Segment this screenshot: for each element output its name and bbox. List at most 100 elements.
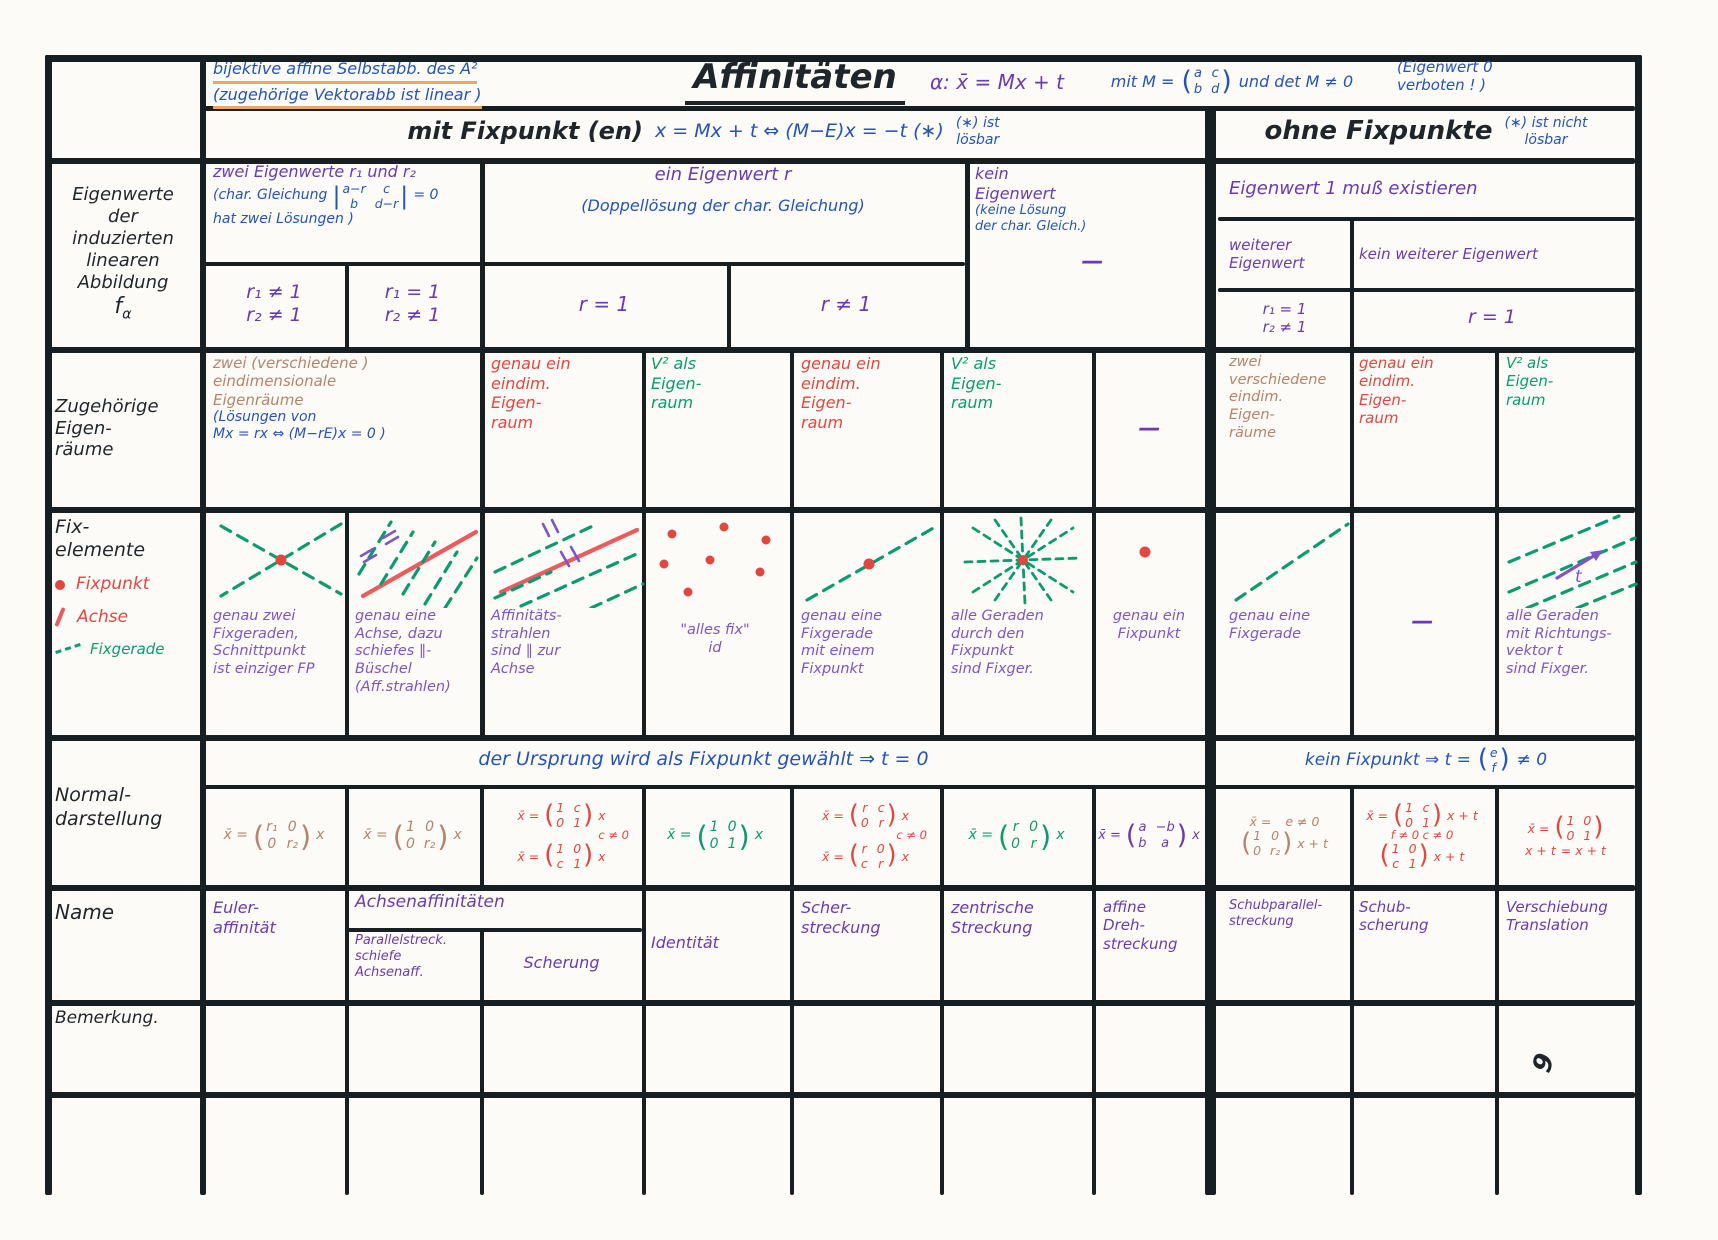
scherung-c-note: c ≠ 0	[598, 828, 629, 843]
row-label-name: Name	[55, 900, 115, 924]
legend-fixgerade: Fixgerade	[55, 640, 165, 658]
grid-line	[1350, 217, 1354, 739]
grid-line	[45, 735, 1635, 741]
case-ohne-r1-eq-1: r₁ = 1 r₂ ≠ 1	[1262, 299, 1307, 336]
achse-slash-icon	[54, 607, 66, 628]
zwei-eigenwerte-head: zwei Eigenwerte r₁ und r₂	[213, 162, 416, 181]
grid-line	[45, 55, 52, 1195]
matrix-cell-schubscherung: x̄ =1c01x + t f ≠ 0 c ≠ 0 10c1x + t	[1352, 790, 1492, 882]
schubparallel-e-note: e ≠ 0	[1285, 813, 1320, 829]
name-identitaet: Identität	[651, 933, 719, 953]
matrix-cell-drehstreckung: x̄ =a−bbax	[1096, 790, 1202, 882]
grid-line	[940, 785, 944, 1195]
row-label-bemerkung: Bemerkung.	[55, 1008, 159, 1028]
matrix-cell-zentrische-streckung: x̄ =r00rx	[944, 790, 1089, 882]
sketch-crossing-fixlines	[213, 512, 349, 608]
eigenwert-verboten-note: (Eigenwert 0 verboten ! )	[1397, 58, 1493, 95]
cell-fix-zwei-fixgeraden: genau zwei Fixgeraden, Schnittpunkt ist …	[206, 512, 353, 732]
name-scherstreckung: Scher- streckung	[801, 898, 881, 937]
note-line-1: bijektive affine Selbstabb. des A²	[213, 58, 478, 84]
cell-fix-alles-fix: "alles fix" id	[644, 512, 786, 732]
cell-kein-eigenwert: kein Eigenwert (keine Lösung der char. G…	[968, 164, 1213, 346]
grid-line	[480, 928, 484, 1195]
grid-line	[345, 262, 349, 351]
grid-line	[45, 347, 1635, 353]
caption-richtungsvektor: alle Geraden mit Richtungs- vektor t sin…	[1506, 608, 1612, 678]
grid-line	[965, 158, 970, 351]
legend-fixpunkt-label: Fixpunkt	[76, 574, 150, 595]
caption-zwei-fixgeraden: genau zwei Fixgeraden, Schnittpunkt ist …	[213, 608, 315, 678]
band-kein-fixpunkt-line: kein Fixpunkt ⇒ t = ef ≠ 0	[1305, 745, 1547, 775]
grid-line	[45, 885, 1635, 891]
cell-eigenwert-1-muss: Eigenwert 1 muß existieren	[1229, 178, 1478, 200]
header-mit-fixpunkt: mit Fixpunkt (en) x = Mx + t ⇔ (M−E)x = …	[206, 109, 1201, 155]
cell-eigenraum-v2-2: V² als Eigen- raum	[951, 354, 1002, 413]
caption-geraden-durch-fixpunkt: alle Geraden durch den Fixpunkt sind Fix…	[951, 608, 1044, 678]
kein-eigenwert-note: (keine Lösung der char. Gleich.)	[975, 203, 1087, 234]
grid-line	[1495, 785, 1499, 1195]
grid-line	[1092, 785, 1096, 1195]
caption-achse-bueschel: genau eine Achse, dazu schiefes ∥- Büsch…	[355, 608, 451, 695]
caption-strahlen-parallel: Affinitäts- strahlen sind ∥ zur Achse	[491, 608, 562, 678]
schubscherung-fc-note: f ≠ 0 c ≠ 0	[1390, 828, 1454, 843]
band-kein-fixpunkt: kein Fixpunkt ⇒ t = ef ≠ 0	[1220, 738, 1632, 782]
cell-fix-genau-ein-fixpunkt: genau ein Fixpunkt	[1096, 512, 1202, 732]
cell-eigenraum-dash: —	[1138, 415, 1161, 441]
name-schubscherung: Schub- scherung	[1359, 898, 1429, 935]
ohne-fixpunkte-label: ohne Fixpunkte	[1264, 116, 1493, 147]
grid-line	[940, 347, 944, 739]
name-eulheraffinitaet: Euler- affinität	[213, 898, 276, 937]
cell-fix-eine-fixgerade: genau eine Fixgerade	[1222, 512, 1358, 732]
grid-line	[480, 785, 484, 889]
cell-eigenraum-zwei: zwei (verschiedene ) eindimensionale Eig…	[206, 354, 487, 504]
eigenraum-zwei-formula: Mx = rx ⇔ (M−rE)x = 0 )	[213, 425, 386, 442]
cell-fix-geradenbueschel: alle Geraden durch den Fixpunkt sind Fix…	[944, 512, 1100, 732]
eigenraum-zwei-main: zwei (verschiedene ) eindimensionale Eig…	[213, 354, 369, 409]
grid-line	[642, 347, 646, 739]
page-number: 9	[1526, 1049, 1562, 1077]
note-line-2: (zugehörige Vektorabb ist linear )	[213, 84, 482, 110]
legend-fixpunkt: Fixpunkt	[55, 574, 149, 595]
mit-m-pre: mit M =	[1110, 72, 1175, 92]
case-r-ne-1: r ≠ 1	[820, 291, 872, 316]
row-label-normaldarstellung: Normal- darstellung	[55, 784, 163, 830]
matrix-cell-parallelstreckung: x̄ =100r₂x	[348, 790, 477, 882]
cell-fix-gerade-mit-punkt: genau eine Fixgerade mit einem Fixpunkt	[794, 512, 948, 732]
fixelemente-label-text: Fix- elemente	[55, 516, 146, 562]
band-ursprung-fixpunkt: der Ursprung wird als Fixpunkt gewählt ⇒…	[478, 748, 929, 771]
cell-eigenraum-zwei-versch: zwei verschiedene eindim. Eigen- räume	[1229, 354, 1327, 441]
grid-line	[1218, 217, 1635, 221]
cell-ein-eigenwert: ein Eigenwert r (Doppellösung der char. …	[484, 164, 962, 260]
header-mit-line: mit Fixpunkt (en) x = Mx + t ⇔ (M−E)x = …	[407, 115, 999, 149]
grid-line	[200, 106, 1635, 111]
grid-line	[345, 928, 642, 932]
zwei-loesungen-line: hat zwei Lösungen )	[213, 210, 354, 227]
drehstreckung-matrix: a−bba	[1126, 820, 1187, 851]
cell-eigenraum-genau-ein-2: genau ein eindim. Eigen- raum	[801, 354, 881, 432]
t-vector: ef	[1478, 745, 1510, 775]
legend-achse: Achse	[54, 607, 128, 628]
sketch-geraden-richtungsvektor: t	[1506, 512, 1639, 608]
mit-fixpunkt-label: mit Fixpunkt (en)	[407, 117, 643, 146]
grid-line	[45, 507, 1635, 513]
header-ohne-fixpunkte: ohne Fixpunkte (∗) ist nicht lösbar	[1220, 109, 1632, 155]
grid-line	[1495, 347, 1499, 739]
ein-eigenwert-head: ein Eigenwert r	[654, 164, 792, 185]
sketch-achse-schiefes-bueschel	[355, 512, 484, 608]
grid-line	[45, 1000, 1635, 1006]
fixpunkt-dot-icon	[55, 579, 65, 590]
